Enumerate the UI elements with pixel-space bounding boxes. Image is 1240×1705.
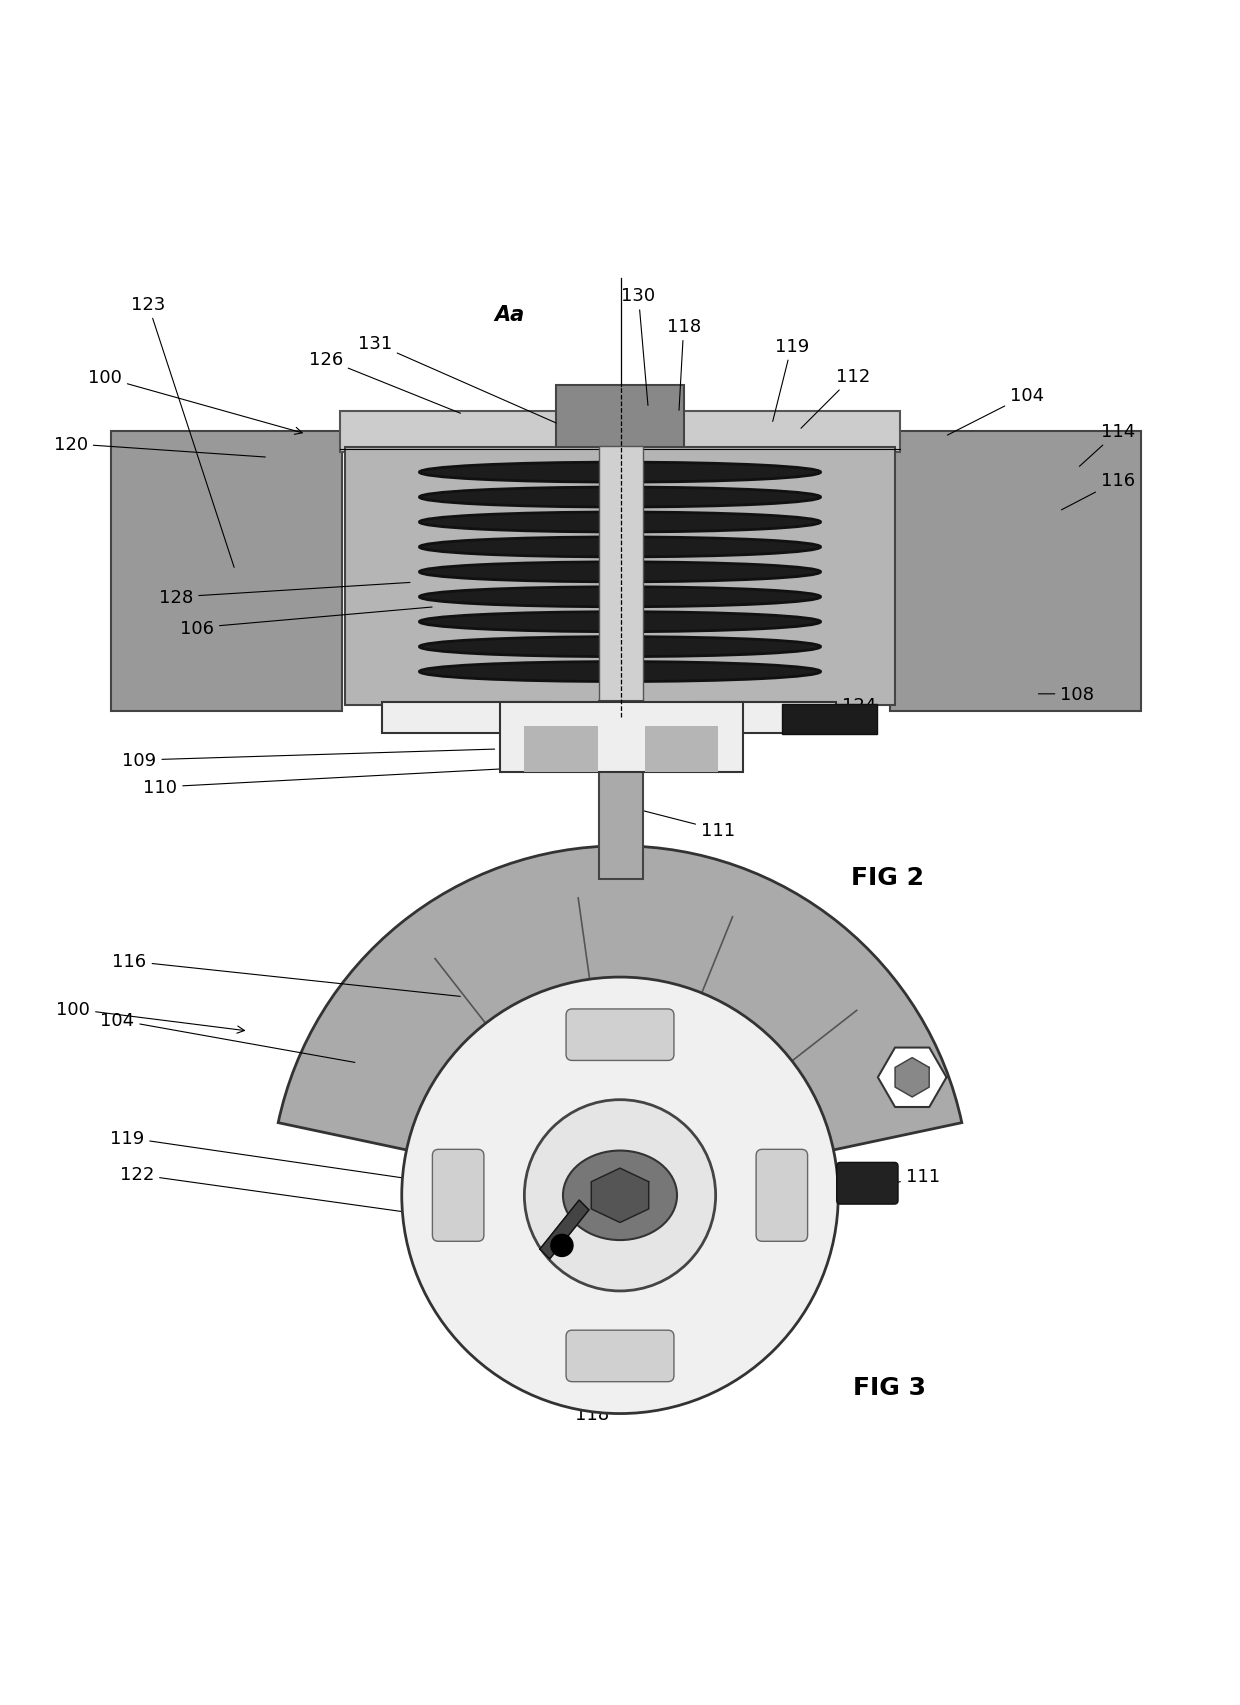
Polygon shape xyxy=(878,1049,946,1107)
Bar xyxy=(346,448,894,706)
Bar xyxy=(500,702,743,772)
Bar xyxy=(599,447,644,708)
Bar xyxy=(782,704,878,735)
Bar xyxy=(691,702,836,733)
Ellipse shape xyxy=(419,662,821,682)
Bar xyxy=(525,726,598,772)
Text: 112: 112 xyxy=(801,368,870,430)
Text: 131: 131 xyxy=(357,334,557,425)
Text: 124: 124 xyxy=(804,696,877,725)
Bar xyxy=(557,385,683,454)
Text: 104: 104 xyxy=(947,387,1044,436)
Text: 110: 110 xyxy=(143,769,505,796)
Polygon shape xyxy=(895,1059,929,1098)
Text: 104: 104 xyxy=(100,1011,355,1062)
FancyBboxPatch shape xyxy=(433,1149,484,1241)
FancyBboxPatch shape xyxy=(756,1149,807,1241)
Text: 116: 116 xyxy=(113,953,460,997)
Text: Aa: Aa xyxy=(495,305,525,324)
Text: 116: 116 xyxy=(1061,472,1135,510)
Text: 109: 109 xyxy=(123,750,495,769)
Text: 114: 114 xyxy=(1079,423,1135,467)
Text: FIG 2: FIG 2 xyxy=(851,864,924,888)
Text: 119: 119 xyxy=(773,338,808,423)
Text: 123: 123 xyxy=(130,295,234,568)
Ellipse shape xyxy=(419,488,821,508)
Text: 118: 118 xyxy=(574,1361,621,1422)
Text: 111: 111 xyxy=(856,1166,940,1193)
Text: 100: 100 xyxy=(56,1001,244,1033)
Text: 128: 128 xyxy=(159,583,410,607)
Bar xyxy=(112,431,342,711)
Text: 122: 122 xyxy=(120,1166,432,1216)
Ellipse shape xyxy=(419,588,821,607)
Bar xyxy=(599,702,644,880)
Text: 121: 121 xyxy=(625,1219,777,1238)
Polygon shape xyxy=(539,1200,589,1260)
Ellipse shape xyxy=(419,638,821,656)
Text: 111: 111 xyxy=(625,806,735,839)
Circle shape xyxy=(551,1234,573,1257)
Circle shape xyxy=(525,1100,715,1291)
Text: 120: 120 xyxy=(53,435,265,457)
Ellipse shape xyxy=(563,1151,677,1240)
Text: 118: 118 xyxy=(667,317,701,411)
Bar xyxy=(890,431,1141,711)
Ellipse shape xyxy=(419,563,821,583)
FancyBboxPatch shape xyxy=(565,1330,675,1381)
Wedge shape xyxy=(278,846,962,1195)
Text: 126: 126 xyxy=(309,351,460,414)
Text: 130: 130 xyxy=(621,286,656,406)
Text: 119: 119 xyxy=(110,1129,419,1180)
Bar xyxy=(645,726,718,772)
Ellipse shape xyxy=(419,612,821,633)
Circle shape xyxy=(402,977,838,1413)
Polygon shape xyxy=(591,1168,649,1222)
FancyBboxPatch shape xyxy=(565,1009,675,1061)
FancyBboxPatch shape xyxy=(837,1163,898,1204)
Text: 108: 108 xyxy=(1038,685,1095,704)
Ellipse shape xyxy=(419,462,821,483)
Text: FIG 3: FIG 3 xyxy=(853,1374,926,1398)
Bar xyxy=(341,411,899,454)
Text: 100: 100 xyxy=(88,370,303,435)
Ellipse shape xyxy=(419,537,821,558)
Ellipse shape xyxy=(419,513,821,532)
Text: 106: 106 xyxy=(180,607,432,638)
Bar xyxy=(382,702,552,733)
